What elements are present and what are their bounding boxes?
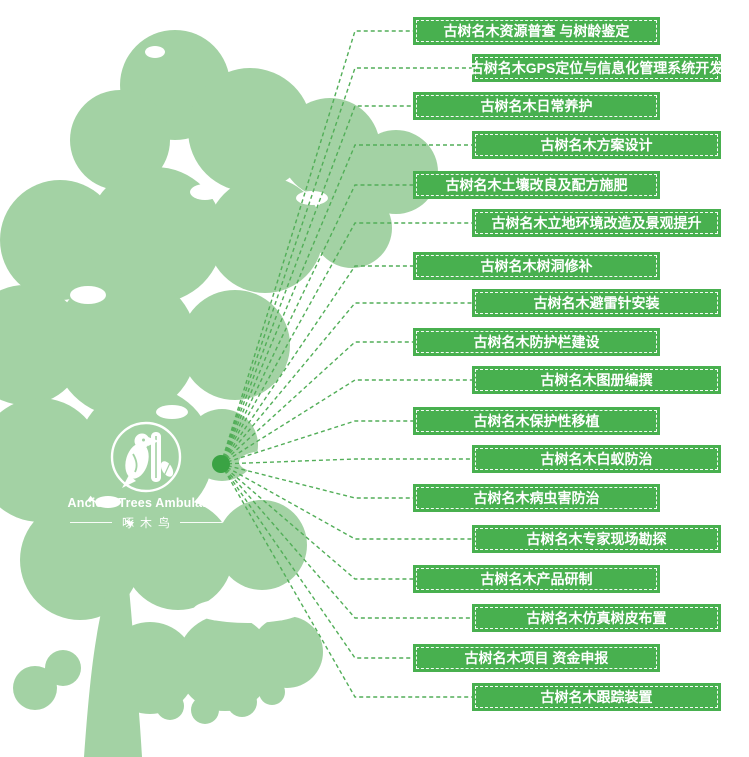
service-label: 古树名木白蚁防治 <box>472 445 721 473</box>
connector-line <box>220 341 413 465</box>
connector-line <box>220 265 413 465</box>
service-label-text: 古树名木仿真树皮布置 <box>526 610 667 626</box>
logo-subtitle-text: 啄木鸟 <box>122 516 177 530</box>
service-label-text: 古树名木立地环境改造及景观提升 <box>491 215 702 231</box>
connector-line <box>220 144 472 465</box>
subtitle-rule-right <box>180 521 223 524</box>
service-label: 古树名木避雷针安装 <box>472 289 721 317</box>
service-label: 古树名木立地环境改造及景观提升 <box>472 209 721 237</box>
service-label-text: 古树名木项目 资金申报 <box>464 650 609 666</box>
service-label: 古树名木方案设计 <box>472 131 721 159</box>
connector-line <box>220 302 472 465</box>
connector-line <box>220 379 472 465</box>
service-label: 古树名木项目 资金申报 <box>413 644 660 672</box>
service-label: 古树名木病虫害防治 <box>413 484 660 512</box>
connector-line <box>220 420 413 465</box>
connector-line <box>220 105 413 465</box>
logo: Ancient Trees Ambulance 啄木鸟 <box>66 420 226 531</box>
connector-line <box>220 30 413 465</box>
connector-line <box>220 184 413 465</box>
service-label: 古树名木跟踪装置 <box>472 683 721 711</box>
woodpecker-logo-icon <box>110 421 182 493</box>
logo-subtitle: 啄木鸟 <box>70 514 223 531</box>
service-label-text: 古树名木产品研制 <box>480 571 593 587</box>
service-label-text: 古树名木白蚁防治 <box>540 451 653 467</box>
service-label: 古树名木日常养护 <box>413 92 660 120</box>
connector-line <box>220 222 472 465</box>
service-label-text: 古树名木树洞修补 <box>480 258 593 274</box>
service-label: 古树名木土壤改良及配方施肥 <box>413 171 660 199</box>
service-label: 古树名木专家现场勘探 <box>472 525 721 553</box>
service-label: 古树名木资源普查 与树龄鉴定 <box>413 17 660 45</box>
service-label-text: 古树名木病虫害防治 <box>473 490 600 506</box>
connector-line <box>220 463 472 619</box>
connector-line <box>220 463 472 698</box>
service-label-text: 古树名木专家现场勘探 <box>526 531 667 547</box>
origin-dot <box>212 455 230 473</box>
connector-line <box>220 458 472 465</box>
subtitle-rule-left <box>70 521 112 524</box>
service-label: 古树名木保护性移植 <box>413 407 660 435</box>
service-label-text: 古树名木跟踪装置 <box>540 689 653 705</box>
service-label-text: 古树名木防护栏建设 <box>473 334 600 350</box>
service-label-text: 古树名木GPS定位与信息化管理系统开发 <box>469 60 724 76</box>
service-label-text: 古树名木资源普查 与树龄鉴定 <box>443 23 630 39</box>
connector-line <box>220 463 413 580</box>
service-label-text: 古树名木图册编撰 <box>540 372 653 388</box>
service-label: 古树名木防护栏建设 <box>413 328 660 356</box>
service-label-text: 古树名木土壤改良及配方施肥 <box>445 177 628 193</box>
connector-line <box>220 463 413 659</box>
service-label-text: 古树名木方案设计 <box>540 137 653 153</box>
service-label: 古树名木树洞修补 <box>413 252 660 280</box>
service-label: 古树名木GPS定位与信息化管理系统开发 <box>469 54 724 82</box>
connector-line <box>220 463 413 499</box>
service-label: 古树名木仿真树皮布置 <box>472 604 721 632</box>
service-label: 古树名木产品研制 <box>413 565 660 593</box>
service-label-text: 古树名木保护性移植 <box>473 413 600 429</box>
service-label-text: 古树名木日常养护 <box>480 98 593 114</box>
service-label-text: 古树名木避雷针安装 <box>533 295 660 311</box>
logo-title: Ancient Trees Ambulance <box>67 496 225 510</box>
service-label: 古树名木图册编撰 <box>472 366 721 394</box>
connector-line <box>220 463 472 540</box>
